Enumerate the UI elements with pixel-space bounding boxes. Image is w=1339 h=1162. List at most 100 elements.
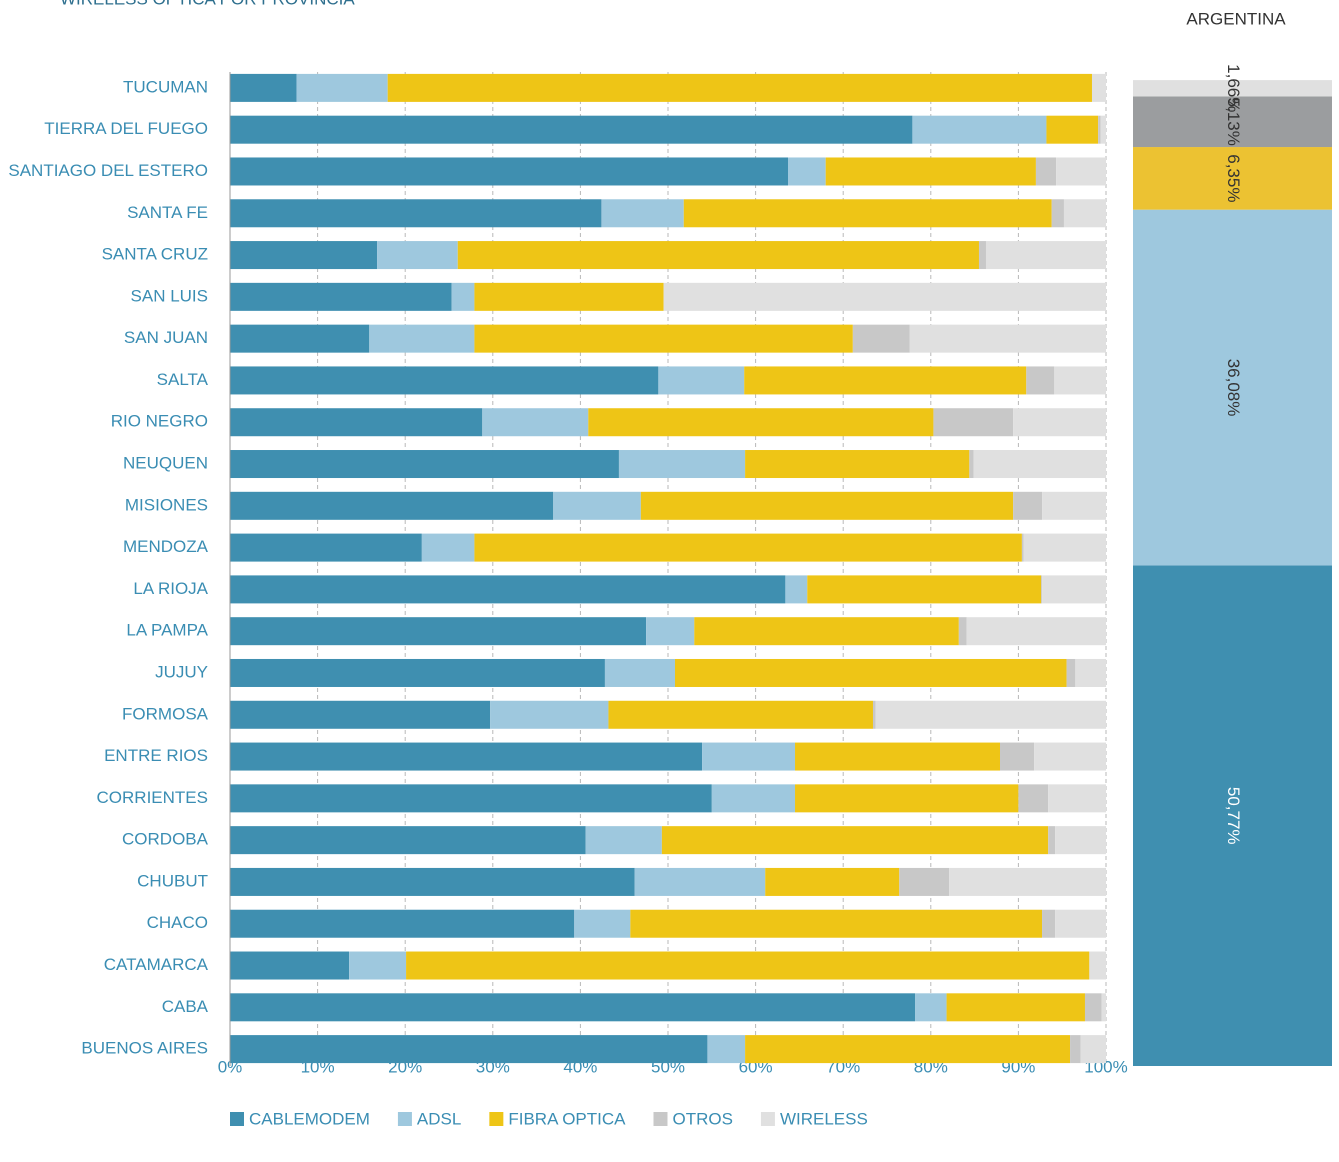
bar-segment (788, 157, 826, 186)
bar-segment (985, 241, 1106, 270)
bar-segment (707, 1035, 746, 1064)
y-tick-label: LA RIOJA (133, 579, 208, 598)
bar-segment (474, 282, 664, 311)
bar-segment (230, 993, 916, 1022)
legend-swatch (489, 1112, 504, 1126)
bar-segment (1066, 658, 1076, 687)
bar-segment (1075, 658, 1106, 687)
bar-segment (912, 115, 1047, 144)
bar-segment (658, 366, 745, 395)
bar-segment (474, 324, 853, 353)
legend-label: OTROS (672, 1109, 732, 1128)
bar-segment (608, 700, 873, 729)
bar-segment (1000, 742, 1035, 771)
legend-label: FIBRA OPTICA (508, 1109, 626, 1128)
bar-segment (1133, 80, 1332, 97)
bar-segment (899, 867, 950, 896)
bar-segment (230, 157, 789, 186)
bar-segment (1098, 115, 1101, 144)
bar-segment (1042, 909, 1056, 938)
bar-segment (230, 533, 422, 562)
bar-segment (230, 658, 605, 687)
bar-segment (387, 73, 1092, 102)
bar-segment (1100, 115, 1106, 144)
bar-segment (663, 282, 1106, 311)
bar-segment (1042, 575, 1106, 604)
bar-segment (230, 700, 491, 729)
bar-segment (1054, 366, 1106, 395)
y-tick-label: SALTA (157, 370, 209, 389)
data-label: 36,08% (1224, 359, 1243, 417)
bar-segment (1056, 157, 1106, 186)
y-tick-label: SAN LUIS (131, 286, 208, 305)
bar-segment (230, 909, 575, 938)
bar-segment (230, 742, 703, 771)
bar-segment (1101, 993, 1106, 1022)
bar-segment (825, 157, 1036, 186)
bar-segment (646, 617, 695, 646)
y-tick-label: CHUBUT (137, 871, 208, 890)
y-tick-label: BUENOS AIRES (81, 1039, 208, 1058)
bar-segment (1055, 909, 1106, 938)
bar-segment (230, 491, 554, 520)
bar-segment (1046, 115, 1099, 144)
bar-segment (1042, 491, 1106, 520)
bar-segment (909, 324, 1106, 353)
bar-segment (1089, 951, 1106, 980)
bar-segment (966, 617, 1106, 646)
bar-segment (745, 1035, 1071, 1064)
legend-swatch (230, 1112, 244, 1126)
bar-segment (451, 282, 475, 311)
y-tick-label: JUJUY (155, 662, 208, 681)
bar-segment (630, 909, 1043, 938)
legend-swatch (653, 1112, 668, 1126)
bar-segment (230, 241, 378, 270)
bar-segment (1133, 96, 1332, 148)
y-tick-label: CATAMARCA (104, 955, 209, 974)
bar-segment (230, 115, 913, 144)
bar-segment (1091, 73, 1106, 102)
y-tick-label: SANTIAGO DEL ESTERO (8, 161, 208, 180)
bar-segment (852, 324, 910, 353)
bar-segment (230, 324, 370, 353)
bar-segment (230, 450, 619, 479)
bar-segment (230, 282, 452, 311)
bar-segment (1026, 366, 1055, 395)
bar-segment (1013, 491, 1043, 520)
bar-segment (1133, 565, 1332, 1066)
bar-segment (230, 784, 712, 813)
bar-segment (574, 909, 631, 938)
bar-segment (1080, 1035, 1106, 1064)
bar-segment (765, 867, 900, 896)
bar-segment (1035, 157, 1057, 186)
data-label: 1,66% (1224, 64, 1243, 112)
legend-label: WIRELESS (780, 1109, 868, 1128)
bar-segment (1051, 199, 1064, 228)
bar-segment (946, 993, 1085, 1022)
y-tick-label: CORDOBA (122, 830, 209, 849)
bar-segment (585, 826, 662, 855)
bar-segment (230, 199, 602, 228)
bar-segment (230, 408, 483, 437)
y-tick-label: MISIONES (125, 495, 208, 514)
legend-label: ADSL (417, 1109, 461, 1128)
bar-segment (490, 700, 609, 729)
y-tick-label: RIO NEGRO (111, 412, 208, 431)
bar-segment (1023, 533, 1106, 562)
bar-segment (745, 450, 970, 479)
bar-segment (875, 700, 1106, 729)
bar-segment (949, 867, 1106, 896)
bar-segment (230, 366, 659, 395)
bar-segment (377, 241, 458, 270)
bar-segment (1041, 575, 1043, 604)
bar-segment (230, 867, 635, 896)
bar-segment (601, 199, 684, 228)
bar-segment (807, 575, 1042, 604)
bar-segment (618, 450, 746, 479)
bar-segment (1048, 784, 1106, 813)
bar-segment (230, 951, 350, 980)
bar-segment (1133, 147, 1332, 210)
bar-segment (1055, 826, 1106, 855)
bar-segment (349, 951, 407, 980)
